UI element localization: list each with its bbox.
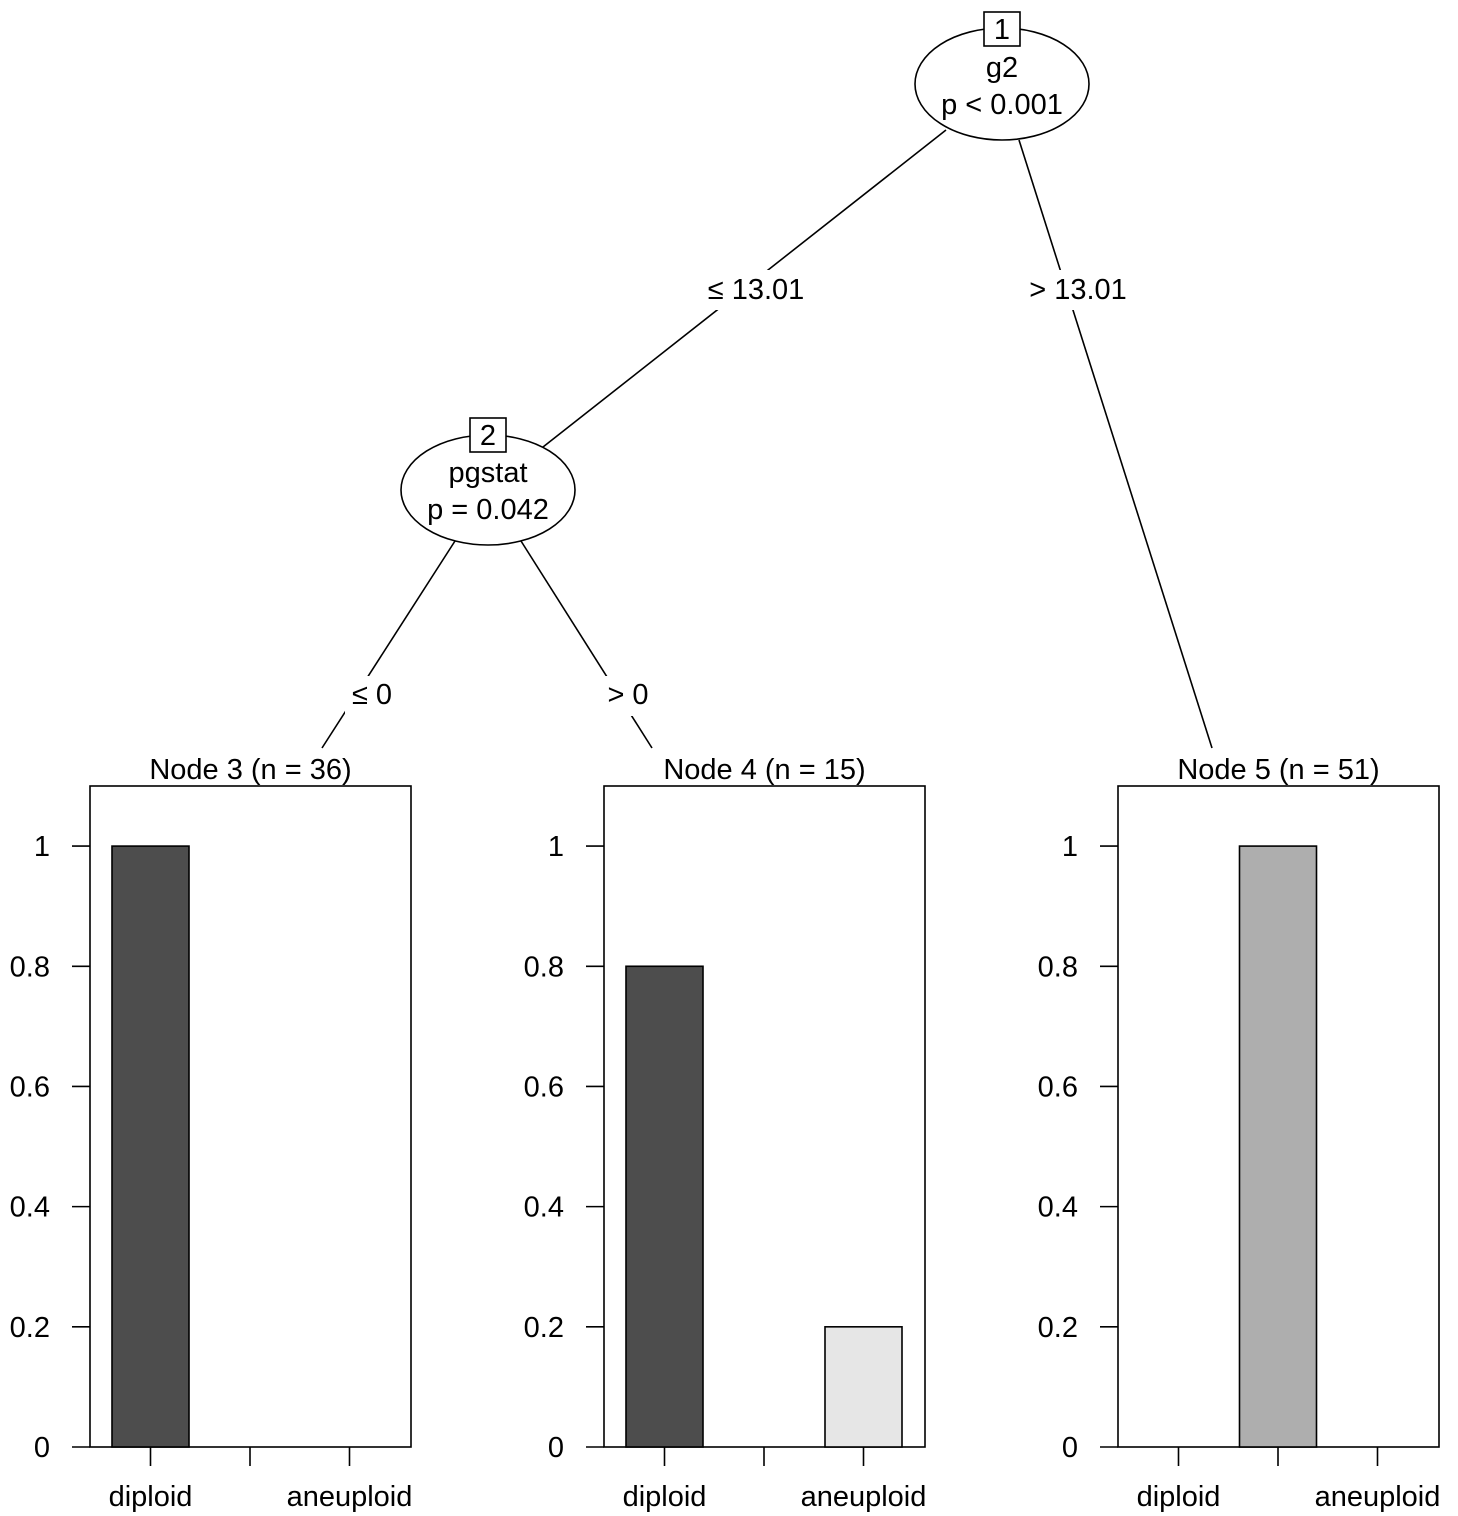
node-title-3: Node 3 (n = 36)	[149, 754, 351, 786]
y-tick-label-node4-4: 0.8	[524, 951, 564, 983]
y-tick-label-node5-4: 0.8	[1038, 951, 1078, 983]
node-id-1: 1	[994, 14, 1010, 46]
y-tick-label-node3-4: 0.8	[10, 951, 50, 983]
y-tick-label-node4-1: 0.2	[524, 1312, 564, 1344]
terminal-node-3: Node 3 (n = 36) 0 0.2 0.4 0.6 0.8 1 diploid aneu…	[10, 754, 413, 1513]
y-tick-label-node4-0: 0	[548, 1432, 564, 1464]
edge-label-1-5-text: > 13.01	[1029, 274, 1127, 306]
terminal-node-4: Node 4 (n = 15) 0 0.2 0.4 0.6 0.8 1 diploid aneu…	[524, 754, 927, 1513]
x-tick-label-node3-2: aneuploid	[287, 1481, 413, 1513]
bar-node4-aneuploid	[824, 1326, 903, 1448]
y-tick-label-node3-0: 0	[34, 1432, 50, 1464]
edge-label-2-3-text: ≤ 0	[352, 679, 392, 711]
y-tick-label-node3-1: 0.2	[10, 1312, 50, 1344]
node-variable-2: pgstat	[449, 457, 528, 489]
edge-label-1-2-text: ≤ 13.01	[708, 274, 805, 306]
edge-label-2-4-text: > 0	[607, 679, 648, 711]
terminal-node-5: Node 5 (n = 51) 0 0.2 0.4 0.6 0.8 1 diploid aneu…	[1038, 754, 1441, 1513]
y-tick-label-node5-1: 0.2	[1038, 1312, 1078, 1344]
x-tick-label-node5-2: aneuploid	[1315, 1481, 1441, 1513]
edge-2-4	[520, 540, 653, 749]
node-title-4: Node 4 (n = 15)	[663, 754, 865, 786]
y-tick-label-node5-2: 0.4	[1038, 1192, 1078, 1224]
y-tick-label-node3-5: 1	[34, 831, 50, 863]
edge-label-1-2: ≤ 13.01	[700, 270, 812, 310]
inner-node-2: 2 pgstat p = 0.042	[400, 417, 576, 546]
bar-node3-diploid	[111, 845, 190, 1448]
node-id-box-2	[469, 417, 507, 453]
y-tick-label-node3-3: 0.6	[10, 1071, 50, 1103]
node-variable-1: g2	[986, 52, 1018, 84]
edge-label-2-3: ≤ 0	[345, 676, 399, 716]
x-tick-label-node5-0: diploid	[1137, 1481, 1221, 1513]
x-tick-label-node4-2: aneuploid	[801, 1481, 927, 1513]
inner-node-1: 1 g2 p < 0.001	[914, 11, 1090, 141]
y-tick-label-node4-3: 0.6	[524, 1071, 564, 1103]
node-title-5: Node 5 (n = 51)	[1177, 754, 1379, 786]
edge-label-2-4: > 0	[601, 676, 655, 716]
node-id-2: 2	[480, 420, 496, 452]
y-tick-label-node4-5: 1	[548, 831, 564, 863]
y-tick-label-node4-2: 0.4	[524, 1192, 564, 1224]
x-tick-label-node3-0: diploid	[109, 1481, 193, 1513]
y-tick-label-node5-3: 0.6	[1038, 1071, 1078, 1103]
edge-label-1-5: > 13.01	[1022, 270, 1134, 310]
y-tick-label-node5-5: 1	[1062, 831, 1078, 863]
bar-node5-tetraploid	[1238, 845, 1318, 1448]
node-pvalue-2: p = 0.042	[427, 494, 549, 526]
bar-node4-diploid	[625, 965, 704, 1448]
x-tick-label-node4-0: diploid	[623, 1481, 707, 1513]
node-pvalue-1: p < 0.001	[941, 89, 1063, 121]
y-tick-label-node5-0: 0	[1062, 1432, 1078, 1464]
node-id-box-1	[983, 11, 1021, 47]
edge-1-5	[1018, 139, 1213, 749]
edge-2-3	[321, 540, 456, 749]
y-tick-label-node3-2: 0.4	[10, 1192, 50, 1224]
